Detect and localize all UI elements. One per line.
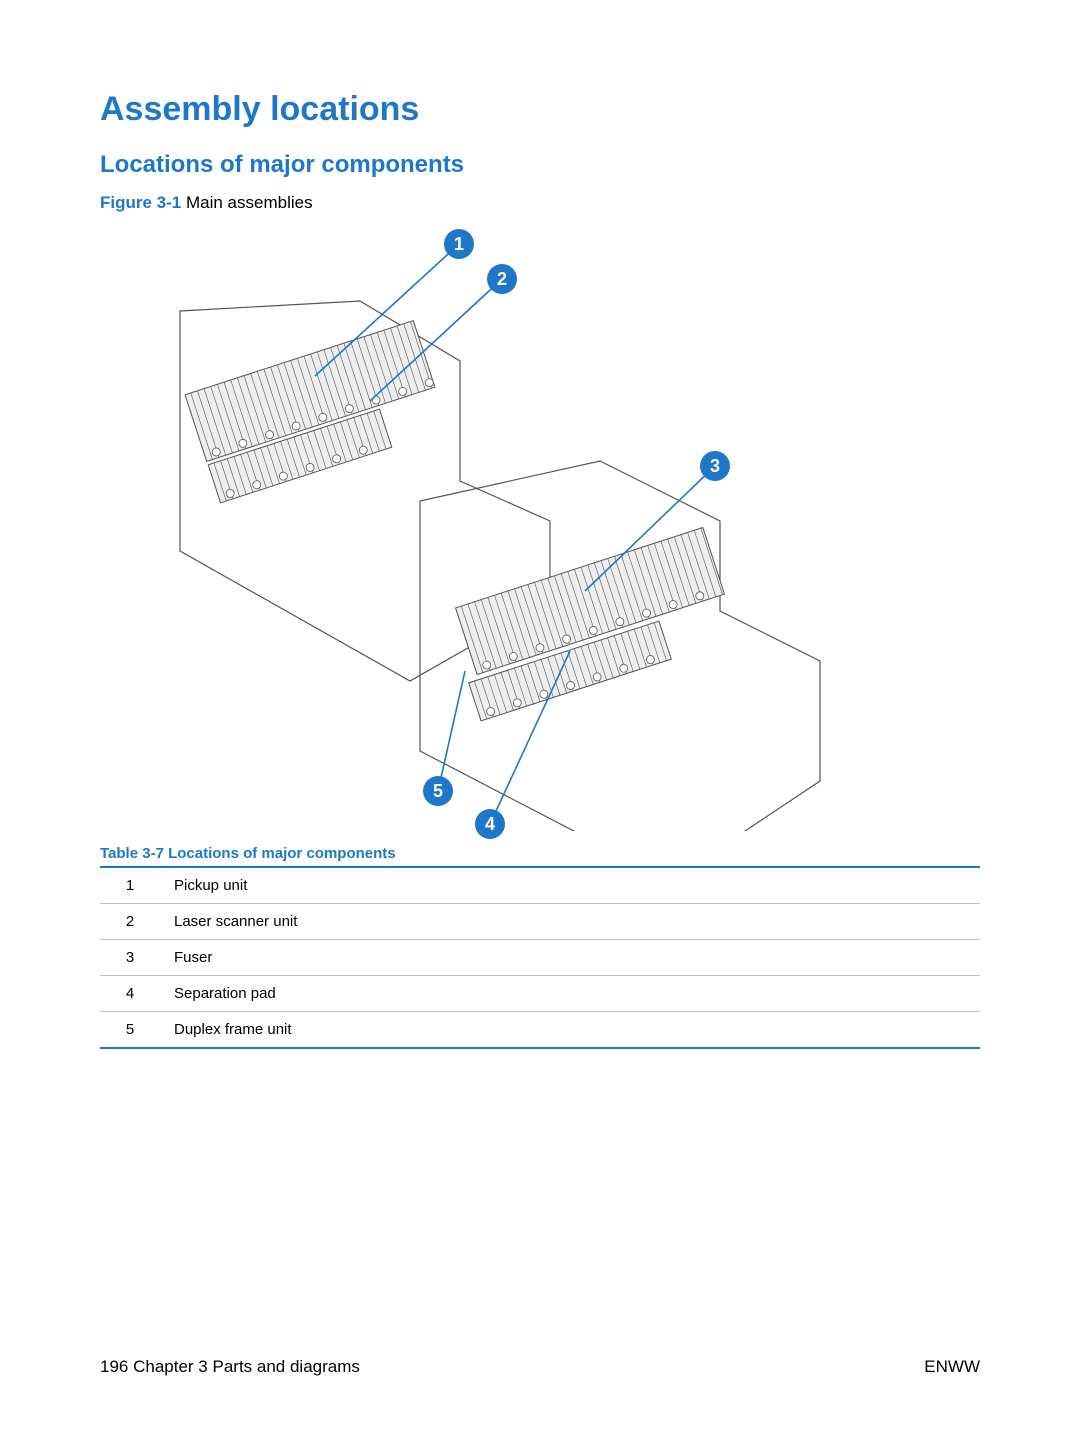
table-number: Table 3-7	[100, 845, 164, 862]
callout-5: 5	[423, 776, 453, 806]
table-row: 1Pickup unit	[100, 867, 980, 904]
footer-chapter: Chapter 3 Parts and diagrams	[133, 1357, 360, 1376]
row-index: 5	[100, 1012, 160, 1049]
row-index: 3	[100, 940, 160, 976]
document-page: Assembly locations Locations of major co…	[0, 0, 1080, 1437]
row-index: 1	[100, 867, 160, 904]
figure-title-text: Main assemblies	[186, 193, 313, 212]
table-row: 2Laser scanner unit	[100, 904, 980, 940]
callout-2: 2	[487, 264, 517, 294]
row-label: Duplex frame unit	[160, 1012, 980, 1049]
row-label: Separation pad	[160, 976, 980, 1012]
row-label: Laser scanner unit	[160, 904, 980, 940]
footer-page-number: 196	[100, 1357, 128, 1376]
footer-right: ENWW	[924, 1357, 980, 1377]
table-row: 4Separation pad	[100, 976, 980, 1012]
callout-4: 4	[475, 809, 505, 839]
figure-diagram: 12345	[100, 221, 980, 831]
row-index: 2	[100, 904, 160, 940]
table-row: 5Duplex frame unit	[100, 1012, 980, 1049]
heading-2: Locations of major components	[100, 151, 980, 179]
heading-1: Assembly locations	[100, 90, 980, 129]
row-index: 4	[100, 976, 160, 1012]
callout-3: 3	[700, 451, 730, 481]
table-caption: Table 3-7 Locations of major components	[100, 845, 980, 862]
footer-left: 196 Chapter 3 Parts and diagrams	[100, 1357, 360, 1377]
callout-1: 1	[444, 229, 474, 259]
row-label: Fuser	[160, 940, 980, 976]
row-label: Pickup unit	[160, 867, 980, 904]
table-row: 3Fuser	[100, 940, 980, 976]
table-title: Locations of major components	[168, 845, 396, 862]
figure-number: Figure 3-1	[100, 193, 181, 212]
components-table: 1Pickup unit2Laser scanner unit3Fuser4Se…	[100, 866, 980, 1049]
page-footer: 196 Chapter 3 Parts and diagrams ENWW	[100, 1357, 980, 1377]
figure-caption: Figure 3-1 Main assemblies	[100, 193, 980, 213]
